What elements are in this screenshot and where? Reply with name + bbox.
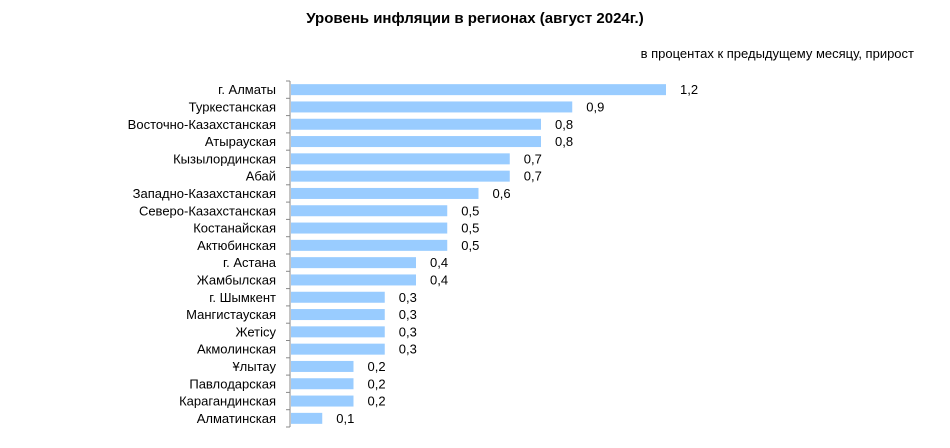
bar [291,274,416,286]
category-label: Туркестанская [189,99,276,114]
category-label: г. Шымкент [209,290,276,305]
value-label: 0,3 [399,290,417,305]
bar [291,395,354,407]
bar [291,309,385,321]
bar [291,360,354,372]
category-label: Абай [246,169,276,184]
category-label: Алматинская [197,411,276,426]
value-label: 0,6 [493,186,511,201]
category-label: г. Астана [223,255,277,270]
category-label: Ұлытау [232,359,276,374]
value-label: 0,7 [524,151,542,166]
value-label: 0,3 [399,307,417,322]
bar [291,326,385,338]
chart-title: Уровень инфляции в регионах (август 2024… [306,10,644,27]
category-label: Костанайская [193,221,276,236]
value-label: 1,2 [680,82,698,97]
category-label: Павлодарская [189,376,276,391]
value-label: 0,8 [555,117,573,132]
category-label: Карагандинская [179,394,276,409]
value-label: 0,3 [399,324,417,339]
bar [291,291,385,303]
value-label: 0,2 [368,376,386,391]
bar [291,205,448,217]
value-label: 0,7 [524,169,542,184]
bar [291,84,666,96]
category-label: Жамбылская [197,272,276,287]
category-label: Восточно-Казахстанская [128,117,276,132]
value-label: 0,8 [555,134,573,149]
value-label: 0,3 [399,342,417,357]
value-label: 0,2 [368,394,386,409]
bar [291,343,385,355]
value-label: 0,2 [368,359,386,374]
bar [291,101,573,113]
category-label: Западно-Казахстанская [133,186,276,201]
bar [291,136,541,148]
category-label: Кызылординская [173,151,276,166]
bar [291,170,510,182]
value-label: 0,5 [461,238,479,253]
category-label: Северо-Казахстанская [139,203,276,218]
bar [291,187,479,199]
category-label: Мангистауская [186,307,276,322]
value-label: 0,1 [336,411,354,426]
bar [291,257,416,269]
bar [291,412,323,424]
bar [291,118,541,130]
value-label: 0,5 [461,221,479,236]
chart-subtitle: в процентах к предыдущему месяцу, прирос… [640,46,914,61]
bar [291,378,354,390]
value-label: 0,4 [430,255,448,270]
value-label: 0,9 [586,99,604,114]
bar [291,222,448,234]
category-label: г. Алматы [218,82,276,97]
category-label: Жетісу [236,324,277,339]
bar [291,153,510,165]
category-label: Актюбинская [197,238,276,253]
value-label: 0,4 [430,272,448,287]
category-label: Атырауская [205,134,276,149]
category-label: Акмолинская [197,342,276,357]
bar [291,239,448,251]
value-label: 0,5 [461,203,479,218]
